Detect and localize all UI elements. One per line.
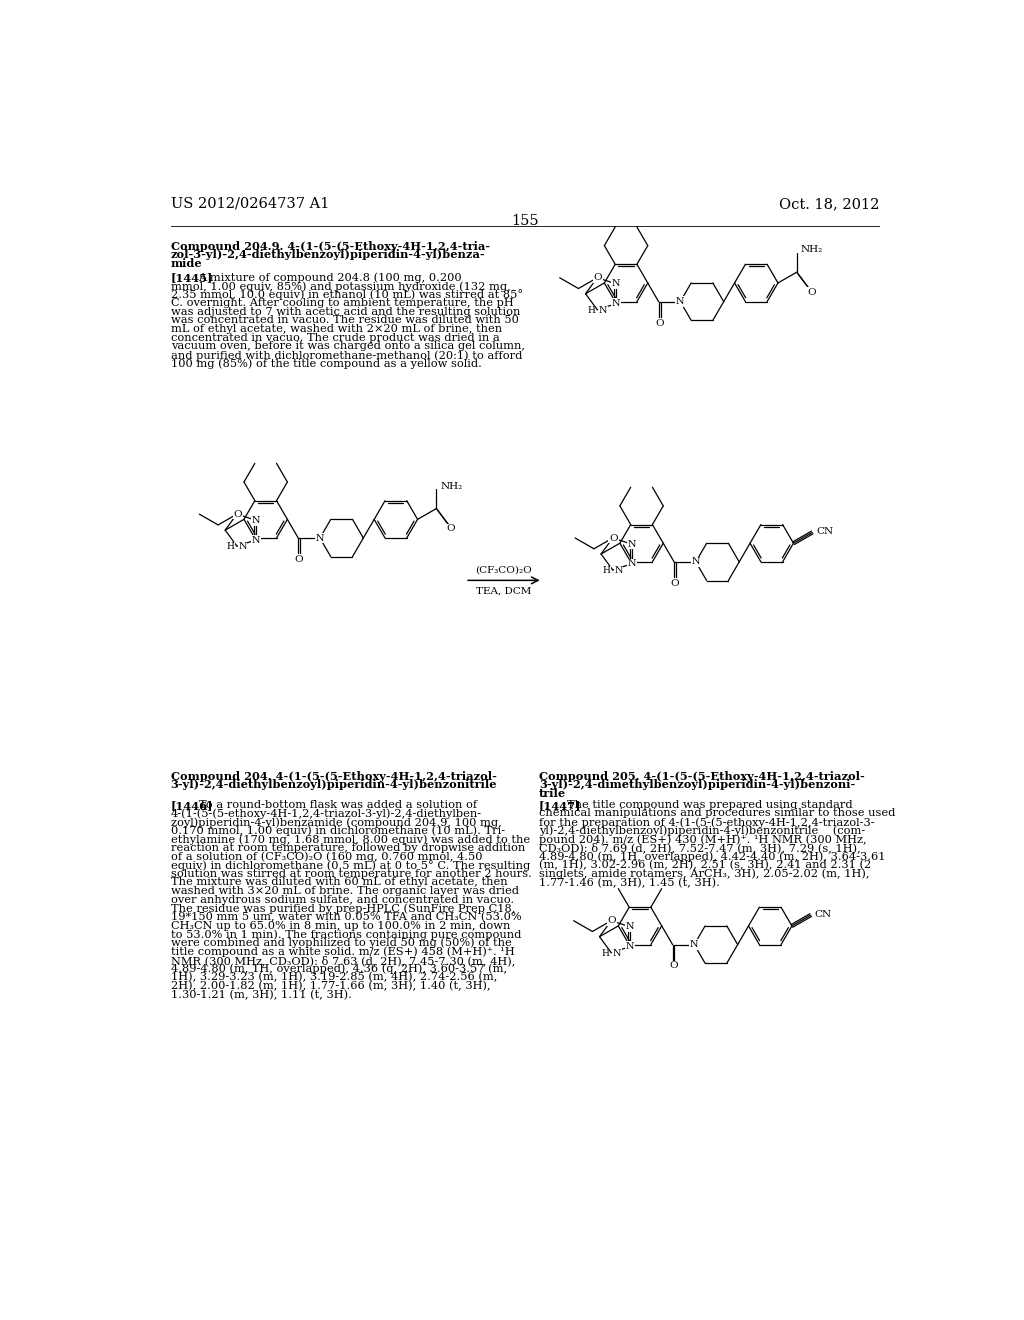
Text: N: N	[239, 543, 247, 552]
Text: O: O	[807, 288, 816, 297]
Text: O: O	[669, 961, 678, 970]
Text: Compound 204.9. 4-(1-(5-(5-Ethoxy-4H-1,2,4-tria-: Compound 204.9. 4-(1-(5-(5-Ethoxy-4H-1,2…	[171, 240, 489, 252]
Text: TEA, DCM: TEA, DCM	[476, 586, 531, 595]
Text: (CF₃CO)₂O: (CF₃CO)₂O	[475, 565, 532, 574]
Text: solution was stirred at room temperature for another 2 hours.: solution was stirred at room temperature…	[171, 869, 531, 879]
Text: N: N	[612, 300, 621, 308]
Text: N: N	[626, 942, 635, 952]
Text: The title compound was prepared using standard: The title compound was prepared using st…	[566, 800, 852, 809]
Text: N: N	[315, 533, 325, 543]
Text: H: H	[602, 566, 610, 576]
Text: pound 204). m/z (ES+) 430 (M+H)⁺. ¹H NMR (300 MHz,: pound 204). m/z (ES+) 430 (M+H)⁺. ¹H NMR…	[539, 834, 866, 845]
Text: [1447]: [1447]	[539, 800, 582, 810]
Text: N: N	[252, 516, 260, 525]
Text: to 53.0% in 1 min). The fractions containing pure compound: to 53.0% in 1 min). The fractions contai…	[171, 929, 521, 940]
Text: and purified with dichloromethane-methanol (20:1) to afford: and purified with dichloromethane-methan…	[171, 350, 522, 360]
Text: A mixture of compound 204.8 (100 mg, 0.200: A mixture of compound 204.8 (100 mg, 0.2…	[199, 272, 462, 282]
Text: O: O	[655, 318, 664, 327]
Text: 0.170 mmol, 1.00 equiv) in dichloromethane (10 mL). Tri-: 0.170 mmol, 1.00 equiv) in dichlorometha…	[171, 826, 505, 837]
Text: O: O	[295, 554, 303, 564]
Text: was adjusted to 7 with acetic acid and the resulting solution: was adjusted to 7 with acetic acid and t…	[171, 306, 520, 317]
Text: chemical manipulations and procedures similar to those used: chemical manipulations and procedures si…	[539, 808, 895, 818]
Text: H: H	[587, 306, 595, 315]
Text: 2.35 mmol, 10.0 equiv) in ethanol (10 mL) was stirred at 85°: 2.35 mmol, 10.0 equiv) in ethanol (10 mL…	[171, 289, 522, 301]
Text: O: O	[594, 273, 602, 282]
Text: NMR (300 MHz, CD₃OD): δ 7.63 (d, 2H), 7.45-7.30 (m, 4H),: NMR (300 MHz, CD₃OD): δ 7.63 (d, 2H), 7.…	[171, 956, 515, 966]
Text: of a solution of (CF₃CO)₂O (160 mg, 0.760 mmol, 4.50: of a solution of (CF₃CO)₂O (160 mg, 0.76…	[171, 851, 482, 862]
Text: was concentrated in vacuo. The residue was diluted with 50: was concentrated in vacuo. The residue w…	[171, 315, 518, 326]
Text: washed with 3×20 mL of brine. The organic layer was dried: washed with 3×20 mL of brine. The organi…	[171, 886, 518, 896]
Text: H: H	[601, 949, 609, 958]
Text: C. overnight. After cooling to ambient temperature, the pH: C. overnight. After cooling to ambient t…	[171, 298, 513, 309]
Text: zoyl)piperidin-4-yl)benzamide (compound 204.9, 100 mg,: zoyl)piperidin-4-yl)benzamide (compound …	[171, 817, 502, 828]
Text: ethylamine (170 mg, 1.68 mmol, 8.00 equiv) was added to the: ethylamine (170 mg, 1.68 mmol, 8.00 equi…	[171, 834, 529, 845]
Text: N: N	[612, 949, 622, 958]
Text: O: O	[446, 524, 456, 533]
Text: yl)-2,4-diethylbenzoyl)piperidin-4-yl)benzonitrile    (com-: yl)-2,4-diethylbenzoyl)piperidin-4-yl)be…	[539, 826, 865, 837]
Text: CN: CN	[816, 527, 834, 536]
Text: 1.30-1.21 (m, 3H), 1.11 (t, 3H).: 1.30-1.21 (m, 3H), 1.11 (t, 3H).	[171, 990, 351, 999]
Text: O: O	[233, 510, 242, 519]
Text: The mixture was diluted with 60 mL of ethyl acetate, then: The mixture was diluted with 60 mL of et…	[171, 878, 507, 887]
Text: 19*150 mm 5 um, water with 0.05% TFA and CH₃CN (53.0%: 19*150 mm 5 um, water with 0.05% TFA and…	[171, 912, 521, 923]
Text: over anhydrous sodium sulfate, and concentrated in vacuo.: over anhydrous sodium sulfate, and conce…	[171, 895, 514, 904]
Text: O: O	[671, 578, 679, 587]
Text: Compound 205. 4-(1-(5-(5-Ethoxy-4H-1,2,4-triazol-: Compound 205. 4-(1-(5-(5-Ethoxy-4H-1,2,4…	[539, 771, 864, 781]
Text: N: N	[614, 566, 623, 576]
Text: mmol, 1.00 equiv, 85%) and potassium hydroxide (132 mg,: mmol, 1.00 equiv, 85%) and potassium hyd…	[171, 281, 510, 292]
Text: reaction at room temperature, followed by dropwise addition: reaction at room temperature, followed b…	[171, 843, 525, 853]
Text: US 2012/0264737 A1: US 2012/0264737 A1	[171, 197, 329, 211]
Text: 2H), 2.00-1.82 (m, 1H), 1.77-1.66 (m, 3H), 1.40 (t, 3H),: 2H), 2.00-1.82 (m, 1H), 1.77-1.66 (m, 3H…	[171, 981, 490, 991]
Text: O: O	[609, 533, 617, 543]
Text: H: H	[226, 543, 234, 552]
Text: Compound 204. 4-(1-(5-(5-Ethoxy-4H-1,2,4-triazol-: Compound 204. 4-(1-(5-(5-Ethoxy-4H-1,2,4…	[171, 771, 497, 781]
Text: (m, 1H), 3.02-2.96 (m, 2H), 2.51 (s, 3H), 2.41 and 2.31 (2: (m, 1H), 3.02-2.96 (m, 2H), 2.51 (s, 3H)…	[539, 861, 871, 870]
Text: singlets, amide rotamers, ArCH₃, 3H), 2.05-2.02 (m, 1H),: singlets, amide rotamers, ArCH₃, 3H), 2.…	[539, 869, 869, 879]
Text: zol-3-yl)-2,4-diethylbenzoyl)piperidin-4-yl)benza-: zol-3-yl)-2,4-diethylbenzoyl)piperidin-4…	[171, 249, 485, 260]
Text: N: N	[690, 940, 698, 949]
Text: [1446]: [1446]	[171, 800, 213, 810]
Text: Oct. 18, 2012: Oct. 18, 2012	[778, 197, 879, 211]
Text: for the preparation of 4-(1-(5-(5-ethoxy-4H-1,2,4-triazol-3-: for the preparation of 4-(1-(5-(5-ethoxy…	[539, 817, 874, 828]
Text: 1.77-1.46 (m, 3H), 1.45 (t, 3H).: 1.77-1.46 (m, 3H), 1.45 (t, 3H).	[539, 878, 720, 888]
Text: CH₃CN up to 65.0% in 8 min, up to 100.0% in 2 min, down: CH₃CN up to 65.0% in 8 min, up to 100.0%…	[171, 920, 510, 931]
Text: O: O	[607, 916, 616, 925]
Text: mL of ethyl acetate, washed with 2×20 mL of brine, then: mL of ethyl acetate, washed with 2×20 mL…	[171, 325, 502, 334]
Text: 100 mg (85%) of the title compound as a yellow solid.: 100 mg (85%) of the title compound as a …	[171, 359, 481, 370]
Text: were combined and lyophilized to yield 50 mg (50%) of the: were combined and lyophilized to yield 5…	[171, 937, 511, 948]
Text: N: N	[628, 560, 636, 569]
Text: N: N	[676, 297, 685, 306]
Text: 3-yl)-2,4-diethylbenzoyl)piperidin-4-yl)benzonitrile: 3-yl)-2,4-diethylbenzoyl)piperidin-4-yl)…	[171, 779, 497, 791]
Text: 4.89-4.80 (m, 1H, overlapped), 4.36 (q, 2H), 3.60-3.57 (m,: 4.89-4.80 (m, 1H, overlapped), 4.36 (q, …	[171, 964, 507, 974]
Text: CN: CN	[814, 909, 831, 919]
Text: vacuum oven, before it was charged onto a silica gel column,: vacuum oven, before it was charged onto …	[171, 342, 524, 351]
Text: N: N	[612, 280, 621, 288]
Text: CD₃OD): δ 7.69 (d, 2H), 7.52-7.47 (m, 3H), 7.29 (s, 1H),: CD₃OD): δ 7.69 (d, 2H), 7.52-7.47 (m, 3H…	[539, 843, 860, 854]
Text: concentrated in vacuo. The crude product was dried in a: concentrated in vacuo. The crude product…	[171, 333, 500, 343]
Text: 155: 155	[511, 214, 539, 228]
Text: N: N	[599, 306, 607, 315]
Text: title compound as a white solid. m/z (ES+) 458 (M+H)⁺. ¹H: title compound as a white solid. m/z (ES…	[171, 946, 514, 957]
Text: N: N	[252, 536, 260, 545]
Text: 4-(1-(5-(5-ethoxy-4H-1,2,4-triazol-3-yl)-2,4-diethylben-: 4-(1-(5-(5-ethoxy-4H-1,2,4-triazol-3-yl)…	[171, 808, 481, 818]
Text: To a round-bottom flask was added a solution of: To a round-bottom flask was added a solu…	[199, 800, 476, 809]
Text: 4.89-4.80 (m, 1H, overlapped), 4.42-4.40 (m, 2H), 3.64-3.61: 4.89-4.80 (m, 1H, overlapped), 4.42-4.40…	[539, 851, 886, 862]
Text: N: N	[628, 540, 636, 549]
Text: N: N	[691, 557, 700, 566]
Text: trile: trile	[539, 788, 566, 799]
Text: N: N	[626, 923, 635, 932]
Text: 1H), 3.29-3.23 (m, 1H), 3.19-2.85 (m, 4H), 2.74-2.56 (m,: 1H), 3.29-3.23 (m, 1H), 3.19-2.85 (m, 4H…	[171, 973, 497, 982]
Text: 3-yl)-2,4-dimethylbenzoyl)piperidin-4-yl)benzoni-: 3-yl)-2,4-dimethylbenzoyl)piperidin-4-yl…	[539, 779, 855, 791]
Text: mide: mide	[171, 257, 203, 269]
Text: NH₂: NH₂	[440, 482, 463, 491]
Text: NH₂: NH₂	[801, 246, 823, 255]
Text: The residue was purified by prep-HPLC (SunFire Prep C18,: The residue was purified by prep-HPLC (S…	[171, 903, 515, 913]
Text: equiv) in dichloromethane (0.5 mL) at 0 to 5° C. The resulting: equiv) in dichloromethane (0.5 mL) at 0 …	[171, 861, 529, 871]
Text: [1445]: [1445]	[171, 272, 213, 284]
